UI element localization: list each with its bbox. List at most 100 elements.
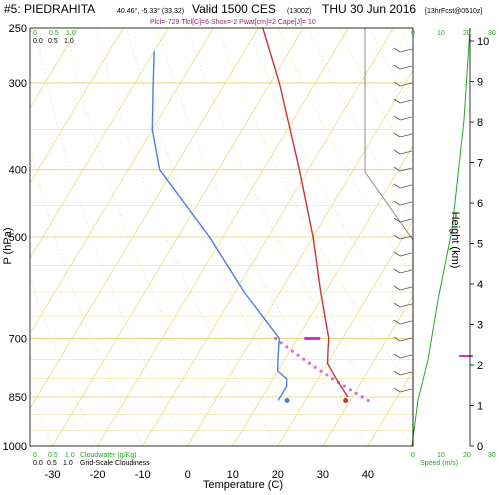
- parcel-point: [354, 391, 358, 396]
- height-tick-label: 3: [477, 320, 483, 332]
- wind-barb: [399, 388, 413, 393]
- wind-barb-feather: [393, 370, 401, 376]
- station-coords: 40.46°, -5.33° (33,32): [117, 7, 184, 15]
- isotherm: [30, 28, 124, 184]
- svg-text:0.5: 0.5: [48, 38, 58, 45]
- parcel-point: [307, 361, 312, 365]
- wind-barb: [399, 133, 413, 138]
- x-tick-label: 30: [317, 469, 329, 481]
- wind-barb: [399, 150, 413, 155]
- wind-barb-feather: [393, 166, 401, 172]
- dry-adiabat: [156, 28, 369, 446]
- wind-barb-feather: [393, 285, 401, 291]
- height-tick-label: 0: [477, 441, 483, 453]
- wind-barb: [399, 320, 413, 325]
- parcel-point: [366, 398, 370, 403]
- parcel-point: [296, 353, 300, 357]
- forecast-date: THU 30 Jun 2016: [322, 2, 416, 16]
- svg-text:0.0: 0.0: [33, 460, 43, 467]
- dry-adiabat: [186, 28, 413, 446]
- y-tick-label: 850: [9, 392, 27, 404]
- wind-barb-feather: [393, 64, 401, 70]
- utc-time: (1300Z): [287, 8, 312, 15]
- wind-barb: [399, 99, 413, 104]
- isotherm: [232, 144, 413, 446]
- height-tick-label: 6: [477, 198, 483, 210]
- wind-barb-feather: [393, 387, 401, 393]
- svg-text:0: 0: [411, 30, 415, 37]
- sounding-indices: Plcl=-729 Tlcl[C]=6 Shox=-2 Pwat[cm]=2 C…: [150, 19, 316, 26]
- isotherm: [30, 28, 259, 410]
- x-tick-labels: -30 -20 -10 0 10 20 30 40: [45, 469, 374, 481]
- wind-barb-feather: [393, 149, 401, 155]
- station-title: #5: PIEDRAHITA: [4, 2, 95, 16]
- wind-barb: [399, 337, 413, 342]
- svg-text:1.0: 1.0: [66, 30, 76, 37]
- speed-axis-bottom: 0 10 20 30 Speed (m/s): [411, 452, 496, 467]
- parcel-point: [325, 373, 329, 377]
- speed-axis-label: Speed (m/s): [420, 460, 458, 467]
- surface-temperature-marker: [343, 398, 349, 404]
- y-tick-label: 400: [9, 165, 27, 177]
- speed-axis-top: 0 10 20 30: [411, 30, 496, 37]
- dry-adiabat: [65, 28, 234, 446]
- wind-barb-feather: [393, 98, 401, 104]
- isotherm: [30, 28, 214, 335]
- wind-barb: [399, 65, 413, 70]
- dry-adiabat: [430, 28, 500, 446]
- wind-barb-feather: [393, 47, 401, 53]
- isotherm: [322, 295, 413, 446]
- wind-barb-feather: [393, 200, 401, 206]
- wind-barb-feather: [393, 319, 401, 325]
- parcel-point: [285, 345, 289, 349]
- wind-barb-feather: [393, 268, 401, 274]
- x-tick-label: 40: [362, 469, 374, 481]
- parcel-point: [279, 341, 283, 345]
- height-axis-label: Height (km): [449, 212, 461, 269]
- cloud-marker: [459, 355, 473, 357]
- height-tick-label: 2: [477, 360, 483, 372]
- forecast-run: [13hrFcst@0510z]: [425, 8, 482, 15]
- skewt-grid: [30, 28, 500, 446]
- cloudiness-label: Grid-Scale Cloudiness: [80, 460, 150, 467]
- svg-text:0.5: 0.5: [47, 460, 57, 467]
- svg-text:10: 10: [437, 452, 445, 459]
- y-tick-label: 1000: [3, 441, 27, 453]
- dewpoint-line: [151, 51, 288, 401]
- parcel-point: [342, 384, 346, 388]
- surface-dewpoint-marker: [284, 398, 290, 404]
- wind-barb: [399, 48, 413, 53]
- x-tick-label: 20: [272, 469, 284, 481]
- x-tick-label: 0: [185, 469, 191, 481]
- wind-barb-feather: [393, 81, 401, 87]
- dry-adiabat: [35, 28, 188, 446]
- wind-barb: [399, 303, 413, 308]
- dry-adiabat: [277, 28, 413, 277]
- parcel-point: [313, 365, 317, 369]
- wind-barb-feather: [393, 336, 401, 342]
- wind-barb-feather: [393, 302, 401, 308]
- plot-frame: [29, 27, 414, 447]
- svg-text:0.5: 0.5: [49, 30, 59, 37]
- wind-barb-feather: [393, 234, 401, 240]
- height-tick-label: 1: [477, 401, 483, 413]
- valid-time: Valid 1500 CES: [192, 2, 276, 16]
- wind-barbs: [364, 27, 473, 447]
- y-axis-label: P (hPa): [2, 227, 14, 264]
- svg-text:0: 0: [33, 30, 37, 37]
- cloudwater-axis-top: 0 0.5 1.0 0.0 0.5 1.0: [33, 30, 76, 45]
- x-axis-label: Temperature (C): [203, 479, 283, 491]
- wind-barb: [399, 218, 413, 223]
- svg-text:30: 30: [488, 452, 496, 459]
- wind-barb: [399, 252, 413, 257]
- svg-text:30: 30: [488, 30, 496, 37]
- wind-barb: [399, 371, 413, 376]
- svg-text:20: 20: [463, 30, 471, 37]
- y-tick-label: 500: [9, 232, 27, 244]
- temperature-line: [262, 28, 349, 398]
- height-tick-labels: 0 1 2 3 4 5 6 7 8 9 10: [469, 28, 489, 453]
- wind-barb: [399, 201, 413, 206]
- svg-text:1.0: 1.0: [65, 452, 75, 459]
- wind-speed-line: [411, 27, 471, 447]
